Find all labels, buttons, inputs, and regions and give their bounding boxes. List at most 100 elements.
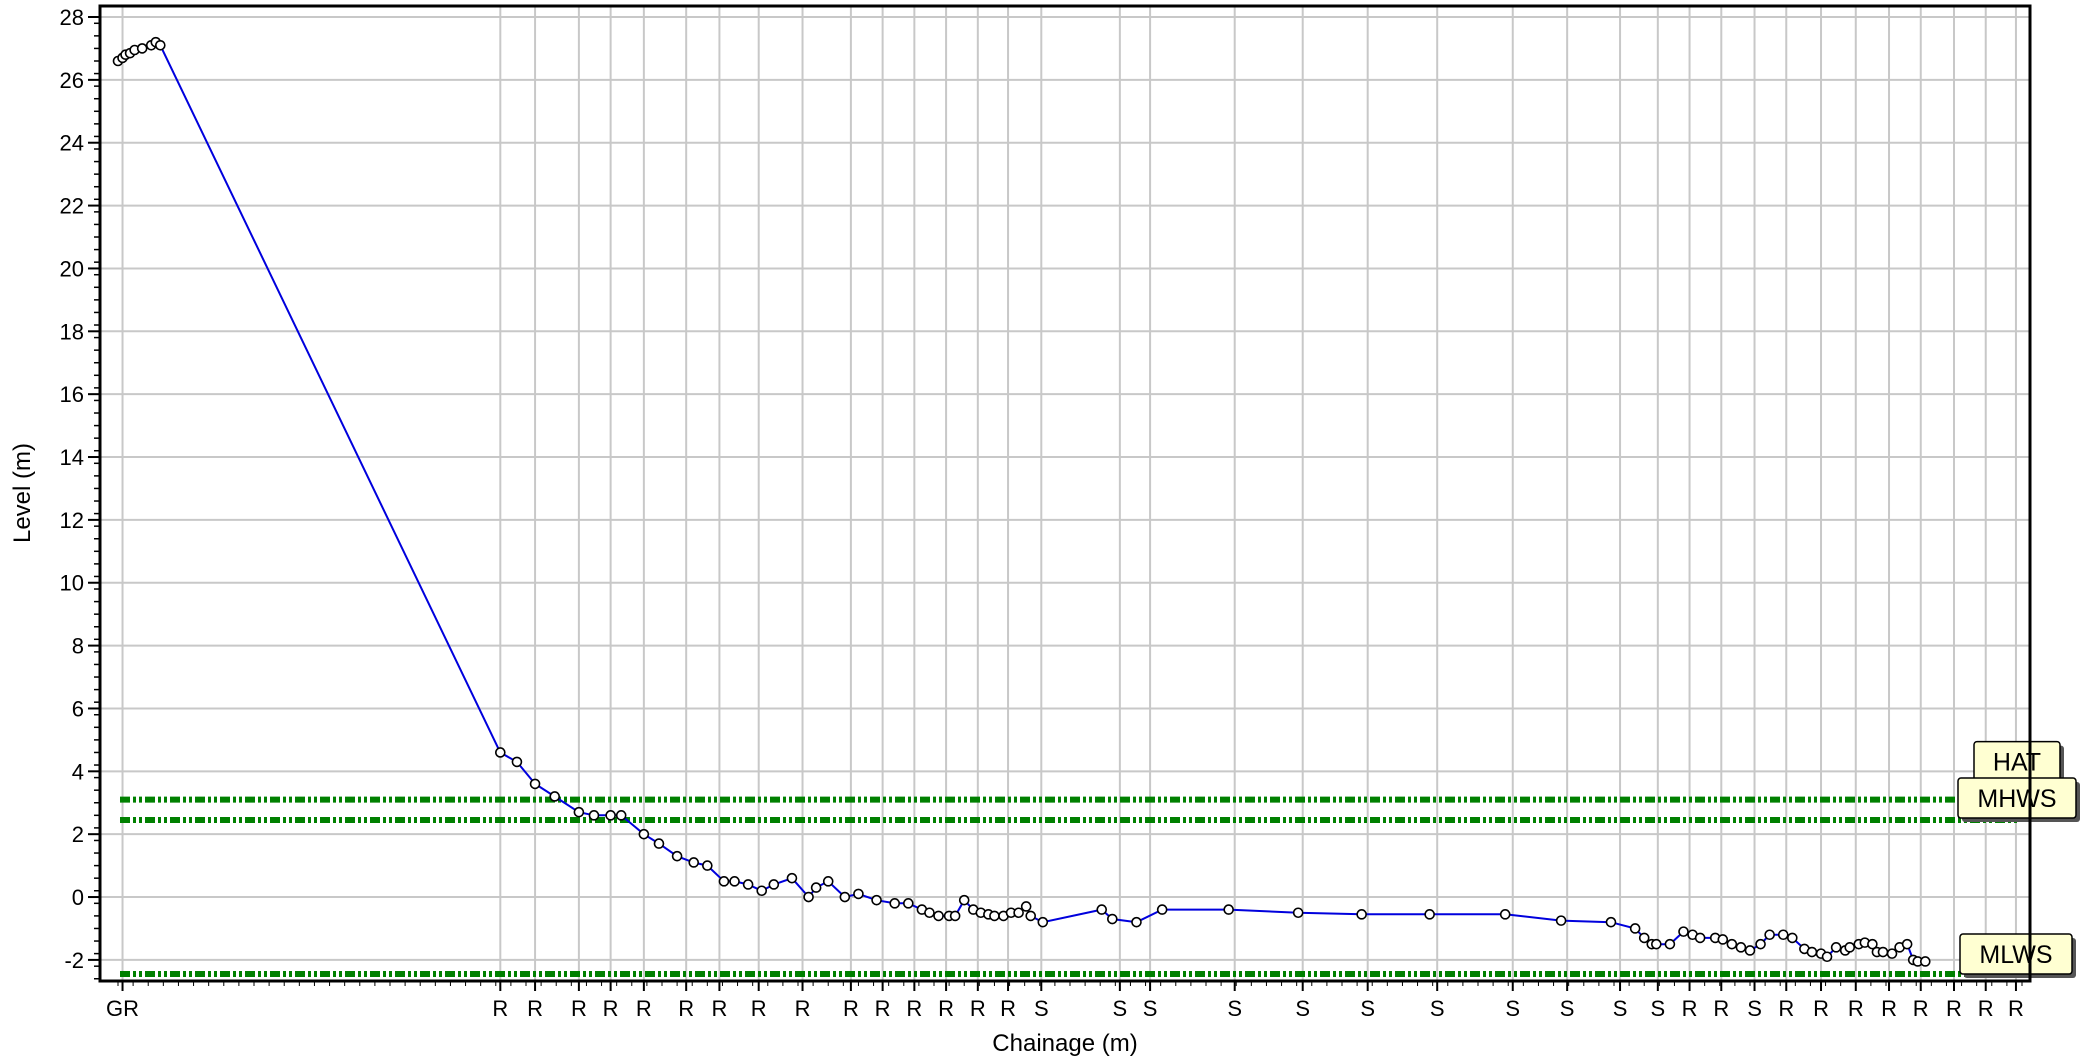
x-tick-label: R	[1978, 996, 1994, 1021]
x-tick-label: R	[603, 996, 619, 1021]
data-point	[1096, 904, 1108, 915]
x-tick-label: S	[1747, 996, 1762, 1021]
x-tick-label: R	[1913, 996, 1929, 1021]
tide-tag-mlws: MLWS	[1959, 933, 2076, 979]
data-point	[529, 778, 541, 790]
data-point	[1717, 934, 1729, 945]
y-tick-label: 26	[60, 68, 84, 93]
x-tick-label: R	[938, 996, 954, 1021]
data-point	[1787, 932, 1798, 944]
x-tick-label: R	[636, 996, 652, 1021]
data-point	[702, 860, 713, 871]
data-point	[1694, 932, 1706, 944]
data-point	[573, 806, 585, 818]
x-tick-label: S	[1227, 996, 1242, 1021]
y-tick-label: 6	[72, 696, 84, 721]
data-point	[1555, 915, 1567, 926]
data-point	[1726, 938, 1738, 950]
data-point	[1744, 945, 1756, 956]
data-point	[810, 882, 822, 893]
data-point	[1638, 932, 1650, 944]
data-point	[495, 747, 506, 758]
data-point	[839, 891, 851, 903]
x-tick-label: R	[492, 996, 508, 1021]
data-point	[1156, 904, 1168, 915]
x-tick-label: S	[1430, 996, 1445, 1021]
tag-label: HAT	[1993, 749, 2041, 777]
data-point	[1867, 938, 1878, 950]
data-point	[1755, 938, 1766, 950]
data-point	[949, 910, 961, 922]
data-point	[1223, 904, 1234, 915]
x-tick-label: S	[1143, 996, 1158, 1021]
x-tick-label: R	[1881, 996, 1897, 1021]
grid-lines	[100, 6, 2030, 981]
x-tick-label: R	[571, 996, 587, 1021]
data-point	[588, 810, 600, 821]
x-tick-label: R	[843, 996, 859, 1021]
data-point	[1131, 916, 1142, 928]
data-point	[742, 879, 754, 890]
x-tick-label: R	[1713, 996, 1729, 1021]
data-point	[853, 888, 864, 900]
data-point	[989, 910, 1000, 922]
x-tick-label: S	[1613, 996, 1628, 1021]
y-tick-label: 20	[60, 256, 84, 281]
y-tick-label: 14	[60, 445, 84, 470]
y-tick-label: 8	[72, 634, 84, 659]
data-point	[1424, 909, 1435, 920]
x-tick-label: R	[1813, 996, 1829, 1021]
x-tick-label: R	[906, 996, 922, 1021]
data-point	[1830, 942, 1842, 953]
data-point	[615, 810, 627, 821]
x-tick-label: R	[751, 996, 767, 1021]
data-point	[924, 907, 935, 919]
data-point	[871, 894, 882, 906]
x-tick-label: S	[1034, 996, 1049, 1021]
y-tick-label: 18	[60, 319, 84, 344]
data-point	[1651, 938, 1662, 950]
data-point	[822, 876, 834, 887]
x-tick-label: R	[1000, 996, 1016, 1021]
y-axis-title: Level (m)	[9, 443, 36, 543]
data-point	[889, 898, 901, 909]
data-point	[155, 39, 166, 51]
data-point	[1735, 942, 1747, 953]
data-point	[1292, 907, 1304, 919]
data-point	[1664, 938, 1676, 950]
x-tick-label: R	[1946, 996, 1962, 1021]
data-point	[688, 857, 700, 868]
x-tick-label: S	[1505, 996, 1520, 1021]
data-point	[756, 885, 768, 897]
y-tick-label: 16	[60, 382, 84, 407]
y-tick-label: 10	[60, 571, 84, 596]
data-point	[903, 898, 914, 909]
data-point	[1877, 946, 1889, 958]
x-tick-label: R	[1848, 996, 1864, 1021]
data-point	[653, 838, 665, 849]
data-point	[958, 894, 970, 906]
data-point	[1020, 901, 1032, 912]
y-tick-label: 12	[60, 508, 84, 533]
x-tick-label: R	[1682, 996, 1698, 1021]
y-tick-label: -2	[64, 948, 84, 973]
data-point	[1764, 929, 1775, 941]
data-point	[638, 828, 650, 840]
x-tick-label: S	[1295, 996, 1310, 1021]
y-tick-label: 2	[72, 822, 84, 847]
data-point	[1678, 926, 1689, 937]
x-axis-ticks: GR R R R R R R R R R R R R R R R S S S S S S S S S S S R R S R R R R R R R R	[106, 981, 2024, 1021]
x-tick-label: R	[527, 996, 543, 1021]
data-point	[1605, 916, 1617, 928]
x-tick-label: S	[1113, 996, 1128, 1021]
tag-box	[1957, 777, 2077, 819]
y-tick-label: 4	[72, 759, 84, 784]
x-tick-label: R	[2008, 996, 2024, 1021]
x-tick-label: R	[970, 996, 986, 1021]
data-point	[1821, 951, 1833, 963]
data-point	[1107, 913, 1118, 925]
data-point	[803, 891, 814, 903]
data-point	[1886, 948, 1898, 959]
